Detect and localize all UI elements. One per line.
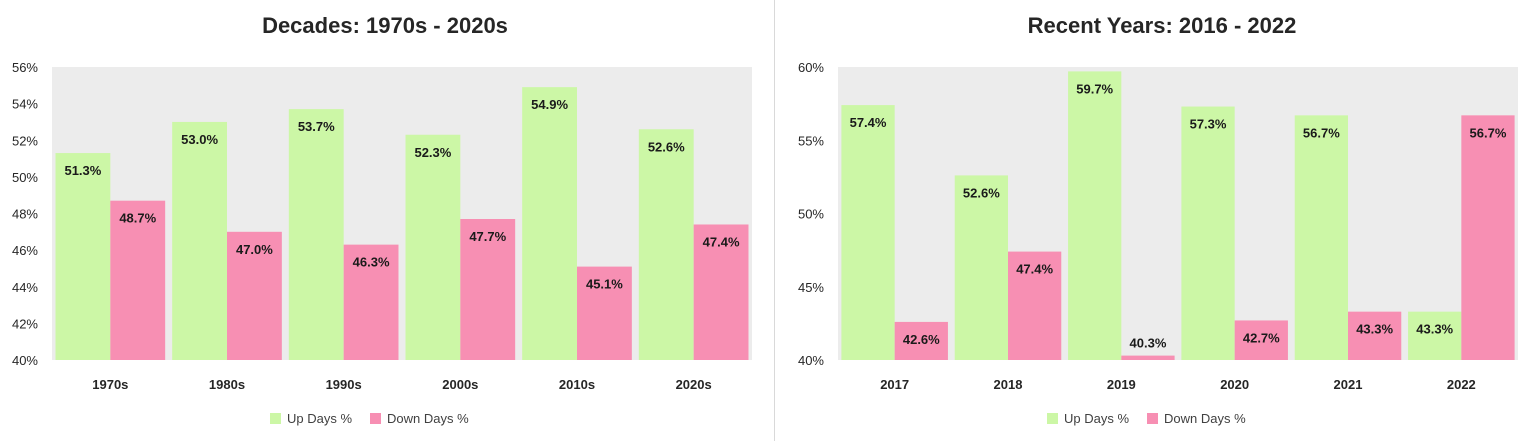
decades-chart-svg: Decades: 1970s - 2020s 40% 42% 44% 46% 48% 50%… (12, 13, 752, 426)
y-tick-label: 48% (12, 207, 38, 222)
bar-up-1990s (288, 109, 344, 361)
data-label: 59.7% (1076, 81, 1113, 96)
bar-down-2020s (693, 224, 749, 360)
bar-down-2018 (1008, 251, 1062, 360)
data-label: 42.6% (903, 332, 940, 347)
panel-divider (774, 0, 775, 441)
data-label: 47.4% (703, 234, 740, 249)
legend-swatch-up (1047, 413, 1058, 424)
data-label: 43.3% (1356, 322, 1393, 337)
y-tick-label: 44% (12, 280, 38, 295)
legend: Up Days % Down Days % (1047, 411, 1246, 426)
bar-up-2021 (1294, 115, 1348, 360)
bar-down-2019 (1121, 355, 1175, 360)
data-label: 40.3% (1130, 336, 1167, 351)
x-tick-label: 2018 (994, 377, 1023, 392)
plot-area (838, 67, 1518, 360)
data-label: 45.1% (586, 277, 623, 292)
y-tick-label: 45% (798, 280, 824, 295)
x-tick-label: 2000s (442, 377, 478, 392)
bar-up-1970s (55, 153, 111, 360)
recent-years-chart-svg: Recent Years: 2016 - 2022 40% 45% 50% 55% 60%… (798, 13, 1518, 426)
bar-down-1980s (227, 231, 282, 360)
x-tick-label: 1980s (209, 377, 245, 392)
y-tick-label: 40% (12, 353, 38, 368)
y-tick-label: 46% (12, 243, 38, 258)
data-label: 56.7% (1303, 125, 1340, 140)
bar-up-1980s (172, 121, 227, 360)
x-tick-label: 2020s (676, 377, 712, 392)
data-label: 43.3% (1416, 322, 1453, 337)
data-label: 48.7% (119, 211, 156, 226)
bar-up-2010s (522, 87, 577, 361)
x-tick-label: 1990s (326, 377, 362, 392)
bar-down-2017 (894, 321, 948, 360)
x-tick-label: 2019 (1107, 377, 1136, 392)
bar-up-2022 (1408, 311, 1462, 360)
bar-down-2022 (1461, 115, 1515, 360)
bar-up-2020s (638, 129, 694, 360)
chart-panel-decades: Decades: 1970s - 2020s 40% 42% 44% 46% 48% 50%… (12, 13, 752, 426)
data-label: 47.7% (469, 229, 506, 244)
x-tick-label: 2022 (1447, 377, 1476, 392)
bar-up-2017 (841, 105, 895, 360)
data-label: 57.3% (1190, 117, 1227, 132)
data-label: 53.0% (181, 132, 218, 147)
y-tick-label: 42% (12, 316, 38, 331)
y-tick-label: 52% (12, 133, 38, 148)
bar-up-2018 (954, 175, 1008, 360)
bar-down-2000s (460, 218, 516, 360)
y-tick-label: 60% (798, 60, 824, 75)
plot-area (52, 67, 752, 360)
y-tick-label: 56% (12, 60, 38, 75)
data-label: 46.3% (353, 255, 390, 270)
bar-up-2019 (1068, 71, 1122, 361)
chart-panel-recent-years: Recent Years: 2016 - 2022 40% 45% 50% 55% 60%… (778, 0, 1534, 441)
data-label: 42.7% (1243, 330, 1280, 345)
data-label: 47.4% (1016, 262, 1053, 277)
legend-swatch-down (370, 413, 381, 424)
chart-title: Recent Years: 2016 - 2022 (1028, 13, 1297, 38)
bar-down-1990s (343, 244, 399, 360)
y-tick-label: 54% (12, 97, 38, 112)
x-tick-label: 2010s (559, 377, 595, 392)
y-tick-label: 50% (798, 207, 824, 222)
data-label: 52.6% (963, 185, 1000, 200)
data-label: 47.0% (236, 242, 273, 257)
legend-swatch-down (1147, 413, 1158, 424)
data-label: 53.7% (298, 119, 335, 134)
bar-down-2010s (577, 266, 632, 360)
bar-down-1970s (110, 200, 166, 360)
x-tick-label: 2017 (880, 377, 909, 392)
data-label: 52.6% (648, 139, 685, 154)
data-label: 56.7% (1470, 125, 1507, 140)
x-tick-label: 2021 (1334, 377, 1363, 392)
x-tick-label: 2020 (1220, 377, 1249, 392)
data-label: 54.9% (531, 97, 568, 112)
data-label: 57.4% (850, 115, 887, 130)
y-tick-label: 55% (798, 133, 824, 148)
bar-up-2000s (405, 134, 461, 360)
legend-label-up: Up Days % (287, 411, 352, 426)
legend-label-down: Down Days % (1164, 411, 1246, 426)
legend-label-down: Down Days % (387, 411, 469, 426)
legend: Up Days % Down Days % (270, 411, 469, 426)
legend-label-up: Up Days % (1064, 411, 1129, 426)
chart-title: Decades: 1970s - 2020s (262, 13, 508, 38)
data-label: 51.3% (64, 163, 101, 178)
y-tick-label: 40% (798, 353, 824, 368)
data-label: 52.3% (414, 145, 451, 160)
bar-up-2020 (1181, 106, 1235, 361)
bar-down-2020 (1234, 320, 1288, 360)
x-tick-label: 1970s (92, 377, 128, 392)
bar-down-2021 (1348, 311, 1402, 360)
y-tick-label: 50% (12, 170, 38, 185)
legend-swatch-up (270, 413, 281, 424)
